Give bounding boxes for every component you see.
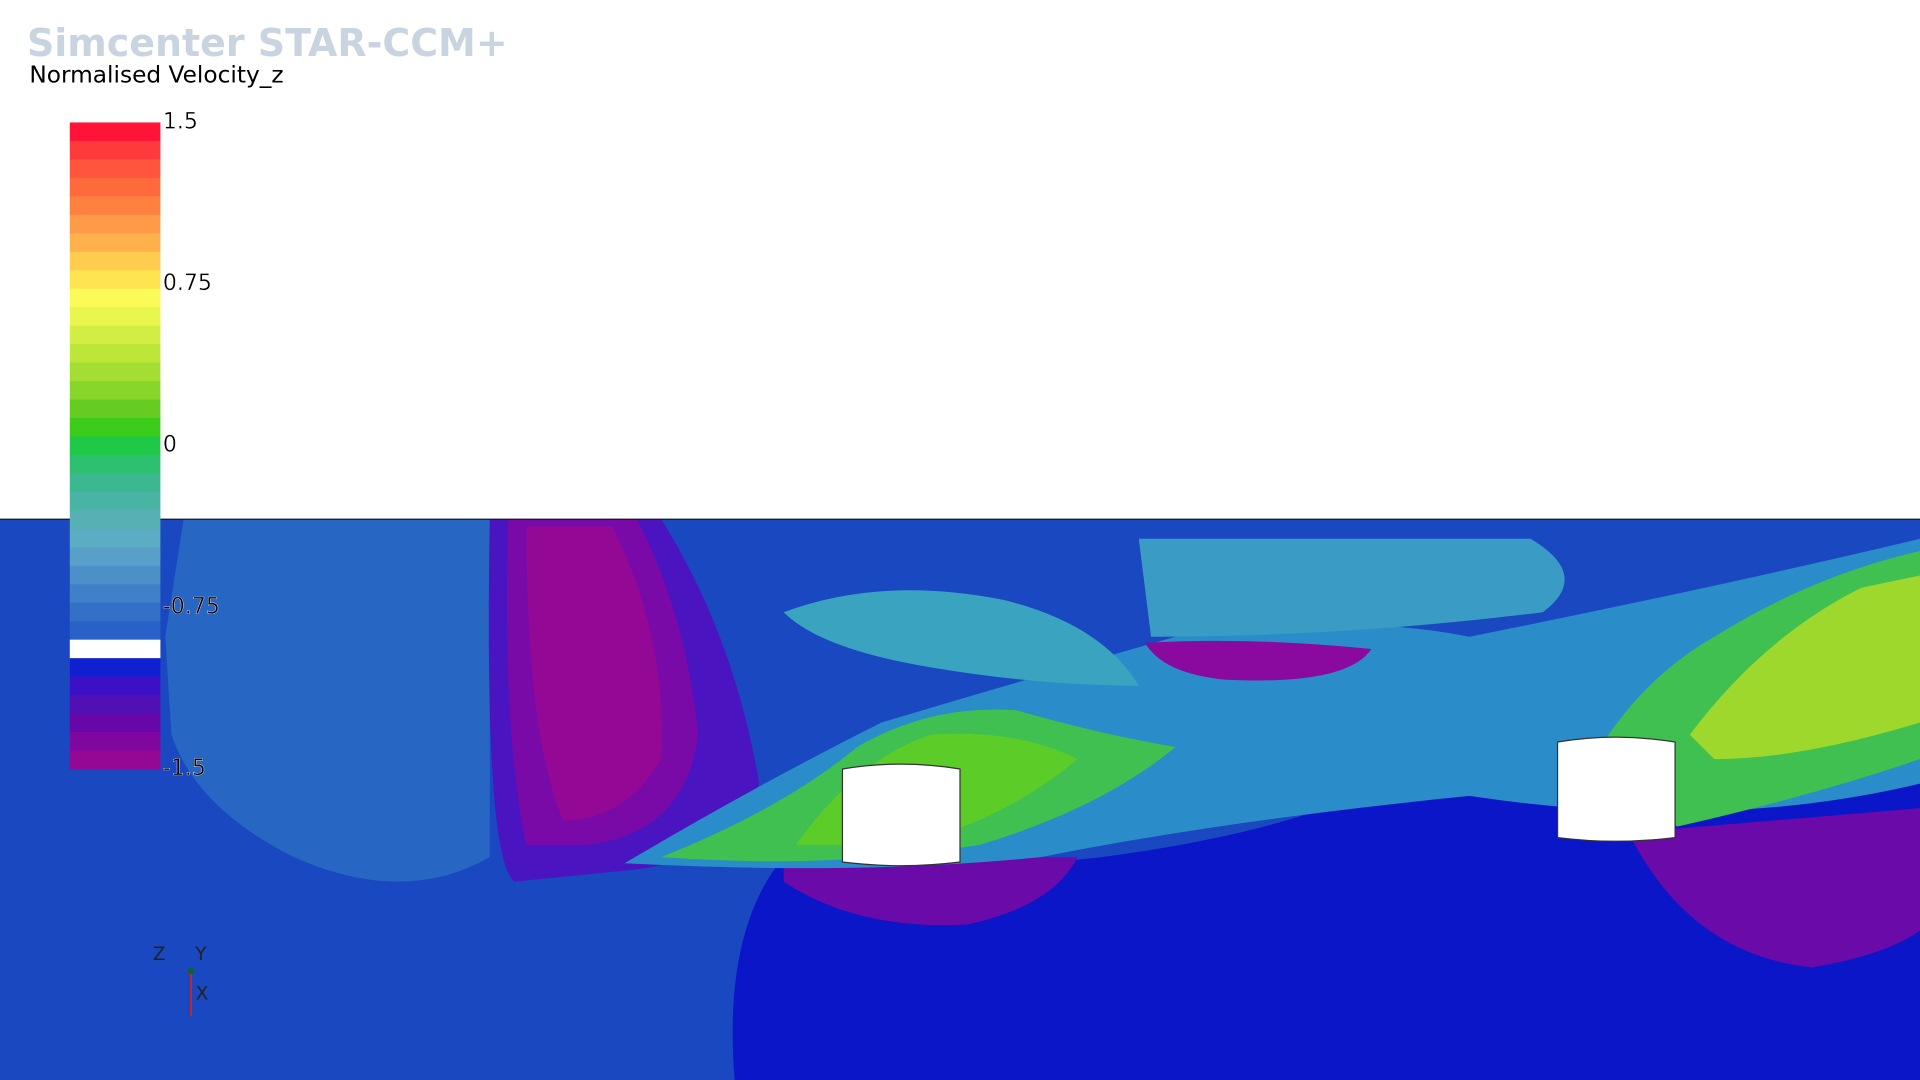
field-region — [1144, 640, 1372, 681]
color-band — [69, 418, 161, 438]
color-band — [69, 584, 161, 604]
color-band — [69, 307, 161, 327]
obstacle — [1556, 736, 1676, 842]
triad-axis — [146, 970, 192, 974]
color-band — [69, 399, 161, 419]
color-band — [69, 732, 161, 752]
color-band — [69, 233, 161, 253]
axis-triad: Z Y X — [146, 944, 209, 1017]
colorbar-tick-label: 0 — [163, 433, 177, 458]
colorbar-tick-label: -0.75 — [163, 594, 220, 619]
triad-label: X — [196, 983, 209, 1004]
color-band — [69, 547, 161, 567]
color-band — [69, 565, 161, 585]
triad-origin — [187, 967, 195, 975]
contour-field — [0, 518, 1920, 1080]
color-band — [69, 750, 161, 770]
color-band — [69, 288, 161, 308]
color-band — [69, 196, 161, 216]
obstacle — [841, 763, 961, 867]
color-band — [69, 510, 161, 530]
field-region — [1689, 575, 1920, 760]
color-band — [69, 325, 161, 345]
color-band — [69, 473, 161, 493]
colorbar-tick-label: 0.75 — [163, 271, 212, 296]
brand: Simcenter STAR-CCM+ — [27, 21, 508, 65]
color-band — [69, 140, 161, 161]
colorbar-title: Normalised Velocity_z — [29, 61, 283, 88]
color-band — [69, 676, 161, 696]
color-band — [69, 381, 161, 401]
color-band — [69, 713, 161, 733]
color-band — [69, 528, 161, 548]
color-band — [69, 159, 161, 179]
field-region — [1138, 538, 1565, 637]
color-band — [69, 362, 161, 382]
color-band — [69, 122, 161, 142]
field-region — [165, 519, 490, 882]
colorbar-tick-label: 1.5 — [163, 109, 198, 134]
field-region — [1628, 808, 1920, 968]
field-region — [783, 857, 1078, 926]
color-band — [69, 621, 161, 641]
color-band — [69, 177, 161, 197]
colorbar: 1.5 0.75 0 -0.75 -1.5 — [69, 109, 220, 781]
color-band — [69, 491, 161, 511]
triad-label: Z — [153, 944, 166, 965]
triad-label: Y — [194, 944, 207, 965]
field-region — [526, 526, 662, 821]
color-band — [69, 602, 161, 622]
color-band — [69, 695, 161, 715]
colorbar-tick-label: -1.5 — [163, 756, 206, 781]
color-band — [69, 639, 161, 659]
color-band — [69, 344, 161, 364]
field-region — [783, 590, 1139, 686]
color-band — [69, 658, 161, 678]
color-band — [69, 454, 161, 475]
color-band — [69, 436, 161, 456]
color-band — [69, 251, 161, 271]
color-band — [69, 270, 161, 290]
color-band — [69, 214, 161, 234]
